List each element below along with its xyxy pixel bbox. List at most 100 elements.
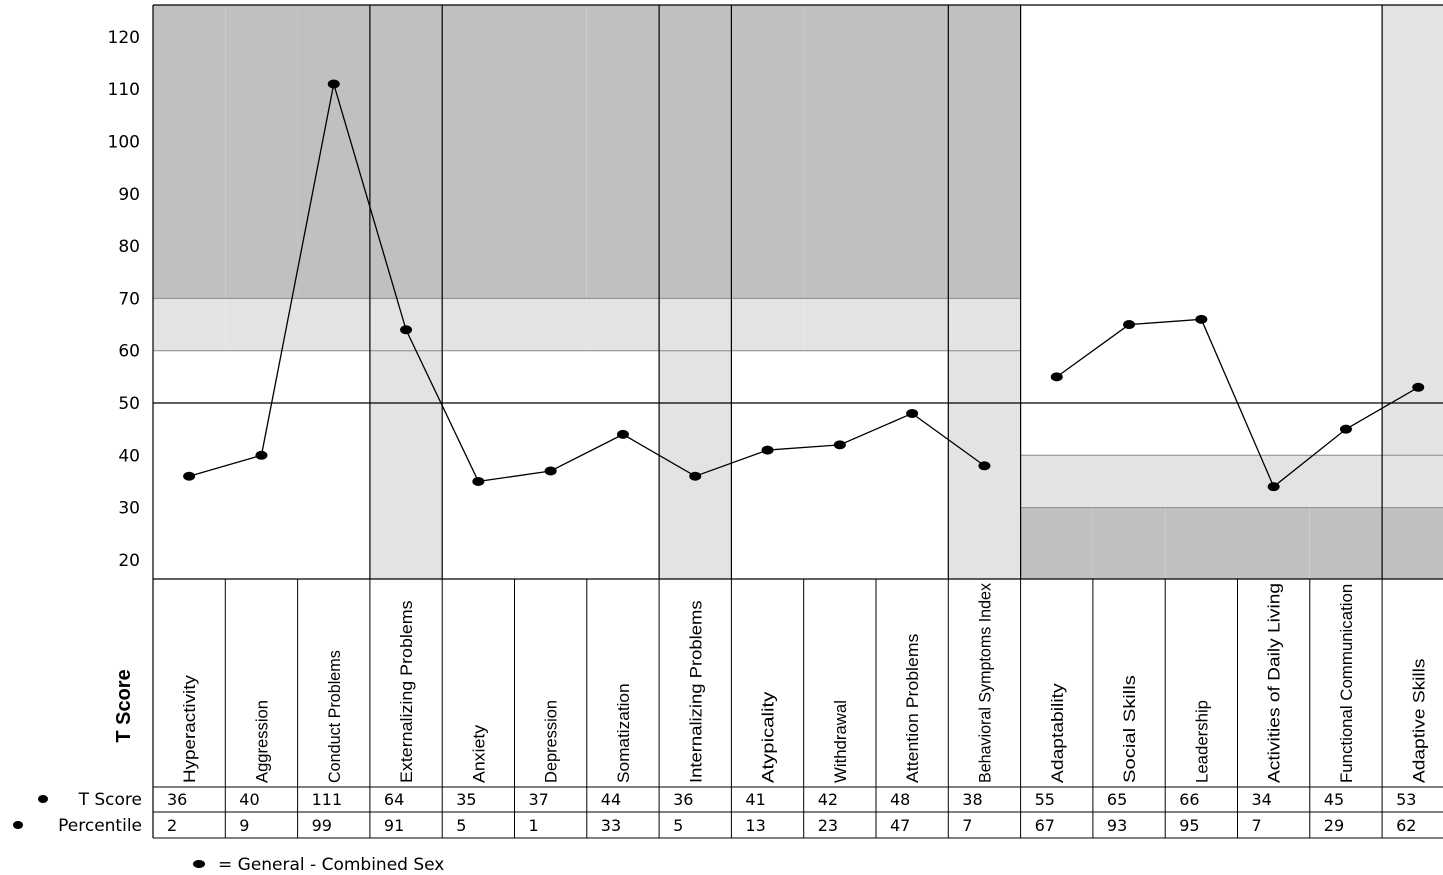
percentile-cell-adaptability: 67	[1035, 816, 1055, 835]
at-risk-band-adaptive-skills	[1382, 455, 1443, 508]
series-general-combined-sex	[183, 79, 1425, 492]
t-score-cell-activities-of-daily-living: 34	[1252, 790, 1272, 809]
t-score-row-label: T Score	[78, 790, 142, 810]
t-score-cell-functional-communication: 45	[1324, 790, 1344, 809]
t-score-cell-attention-problems: 48	[890, 790, 910, 809]
t-score-cell-anxiety: 35	[456, 790, 476, 809]
clinical-band-activities-of-daily-living	[1237, 507, 1310, 579]
y-tick-120: 120	[108, 28, 140, 48]
clinical-band-atypicality	[731, 5, 804, 299]
at-risk-band-withdrawal	[803, 298, 876, 351]
t-score-cell-somatization: 44	[601, 790, 621, 809]
t-score-cell-withdrawal: 42	[818, 790, 838, 809]
y-tick-90: 90	[118, 185, 140, 205]
category-label-internalizing-problems: Internalizing Problems	[686, 600, 705, 783]
t-score-cell-depression: 37	[529, 790, 549, 809]
percentile-row-label: Percentile	[58, 816, 142, 836]
point-functional-communication	[1339, 424, 1352, 434]
category-labels: Hyperactivity Aggression Conduct Problems E…	[152, 579, 1428, 838]
percentile-cell-leadership: 95	[1179, 816, 1199, 835]
category-label-externalizing-problems: Externalizing Problems	[397, 600, 416, 783]
at-risk-band-aggression	[225, 298, 298, 351]
series-line-segment-1	[188, 83, 985, 483]
clinical-band-behavioral-symptoms-index	[948, 5, 1021, 299]
point-social-skills	[1123, 320, 1136, 330]
category-label-behavioral-symptoms-index: Behavioral Symptoms Index	[975, 583, 994, 783]
category-label-conduct-problems: Conduct Problems	[325, 650, 344, 783]
category-label-atypicality: Atypicality	[759, 691, 778, 783]
category-label-functional-communication: Functional Communication	[1337, 584, 1356, 783]
clinical-band-anxiety	[442, 5, 515, 299]
at-risk-band-internalizing-problems	[659, 298, 732, 351]
y-tick-40: 40	[118, 446, 140, 466]
y-tick-100: 100	[108, 133, 140, 153]
clinical-band-leadership	[1165, 507, 1238, 579]
at-risk-band-conduct-problems	[297, 298, 370, 351]
percentile-cell-activities-of-daily-living: 7	[1252, 816, 1262, 835]
t-score-cell-externalizing-problems: 64	[384, 790, 404, 809]
point-activities-of-daily-living	[1267, 482, 1280, 492]
at-risk-band-somatization	[586, 298, 660, 351]
point-externalizing-problems	[400, 325, 413, 335]
y-tick-60: 60	[118, 342, 140, 362]
category-label-leadership: Leadership	[1192, 700, 1211, 783]
clinical-band-hyperactivity	[153, 5, 226, 299]
clinical-band-aggression	[225, 5, 298, 299]
at-risk-band-attention-problems	[876, 298, 949, 351]
y-tick-30: 30	[118, 499, 140, 519]
category-label-withdrawal: Withdrawal	[831, 700, 850, 783]
at-risk-band-externalizing-problems	[369, 298, 443, 351]
legend: = General - Combined Sex	[193, 855, 444, 875]
point-adaptive-skills	[1412, 382, 1425, 392]
point-behavioral-symptoms-index	[978, 461, 991, 471]
y-tick-20: 20	[118, 551, 140, 571]
percentile-cell-aggression: 9	[239, 816, 249, 835]
t-score-cell-conduct-problems: 111	[312, 790, 343, 809]
at-risk-band-functional-communication	[1309, 455, 1383, 508]
percentile-cell-internalizing-problems: 5	[673, 816, 683, 835]
percentile-cell-conduct-problems: 99	[312, 816, 332, 835]
category-label-adaptability: Adaptability	[1048, 683, 1067, 783]
clinical-band-internalizing-problems	[659, 5, 732, 299]
at-risk-band-behavioral-symptoms-index	[948, 298, 1021, 351]
percentile-cell-functional-communication: 29	[1324, 816, 1344, 835]
category-label-somatization: Somatization	[614, 683, 633, 783]
percentile-cell-externalizing-problems: 91	[384, 816, 404, 835]
clinical-band-withdrawal	[803, 5, 876, 299]
percentile-cell-somatization: 33	[601, 816, 621, 835]
percentile-cell-depression: 1	[529, 816, 539, 835]
category-label-attention-problems: Attention Problems	[903, 634, 922, 783]
category-label-aggression: Aggression	[252, 700, 271, 783]
at-risk-band-activities-of-daily-living	[1237, 455, 1310, 508]
percentile-cell-withdrawal: 23	[818, 816, 838, 835]
point-aggression	[255, 450, 268, 460]
clinical-band-functional-communication	[1309, 507, 1383, 579]
point-hyperactivity	[183, 471, 196, 481]
percentile-cell-atypicality: 13	[745, 816, 765, 835]
point-conduct-problems	[327, 79, 340, 89]
category-label-depression: Depression	[542, 700, 561, 783]
percentile-cell-behavioral-symptoms-index: 7	[962, 816, 972, 835]
clinical-band-externalizing-problems	[369, 5, 443, 299]
point-withdrawal	[833, 440, 846, 450]
t-score-row-marker	[38, 795, 48, 803]
category-label-social-skills: Social Skills	[1120, 675, 1139, 783]
at-risk-band-depression	[514, 298, 587, 351]
t-score-cell-adaptability: 55	[1035, 790, 1055, 809]
point-atypicality	[761, 445, 774, 455]
y-tick-110: 110	[108, 80, 140, 100]
t-score-cell-adaptive-skills: 53	[1396, 790, 1416, 809]
point-anxiety	[472, 476, 485, 486]
t-score-cell-leadership: 66	[1179, 790, 1199, 809]
clinical-band-somatization	[586, 5, 660, 299]
legend-text: = General - Combined Sex	[218, 855, 444, 875]
at-risk-band-atypicality	[731, 298, 804, 351]
legend-marker	[193, 860, 205, 868]
at-risk-band-anxiety	[442, 298, 515, 351]
point-adaptability	[1050, 372, 1063, 382]
category-label-activities-of-daily-living: Activities of Daily Living	[1265, 583, 1284, 783]
t-score-cell-aggression: 40	[239, 790, 259, 809]
clinical-band-attention-problems	[876, 5, 949, 299]
clinical-band-depression	[514, 5, 587, 299]
